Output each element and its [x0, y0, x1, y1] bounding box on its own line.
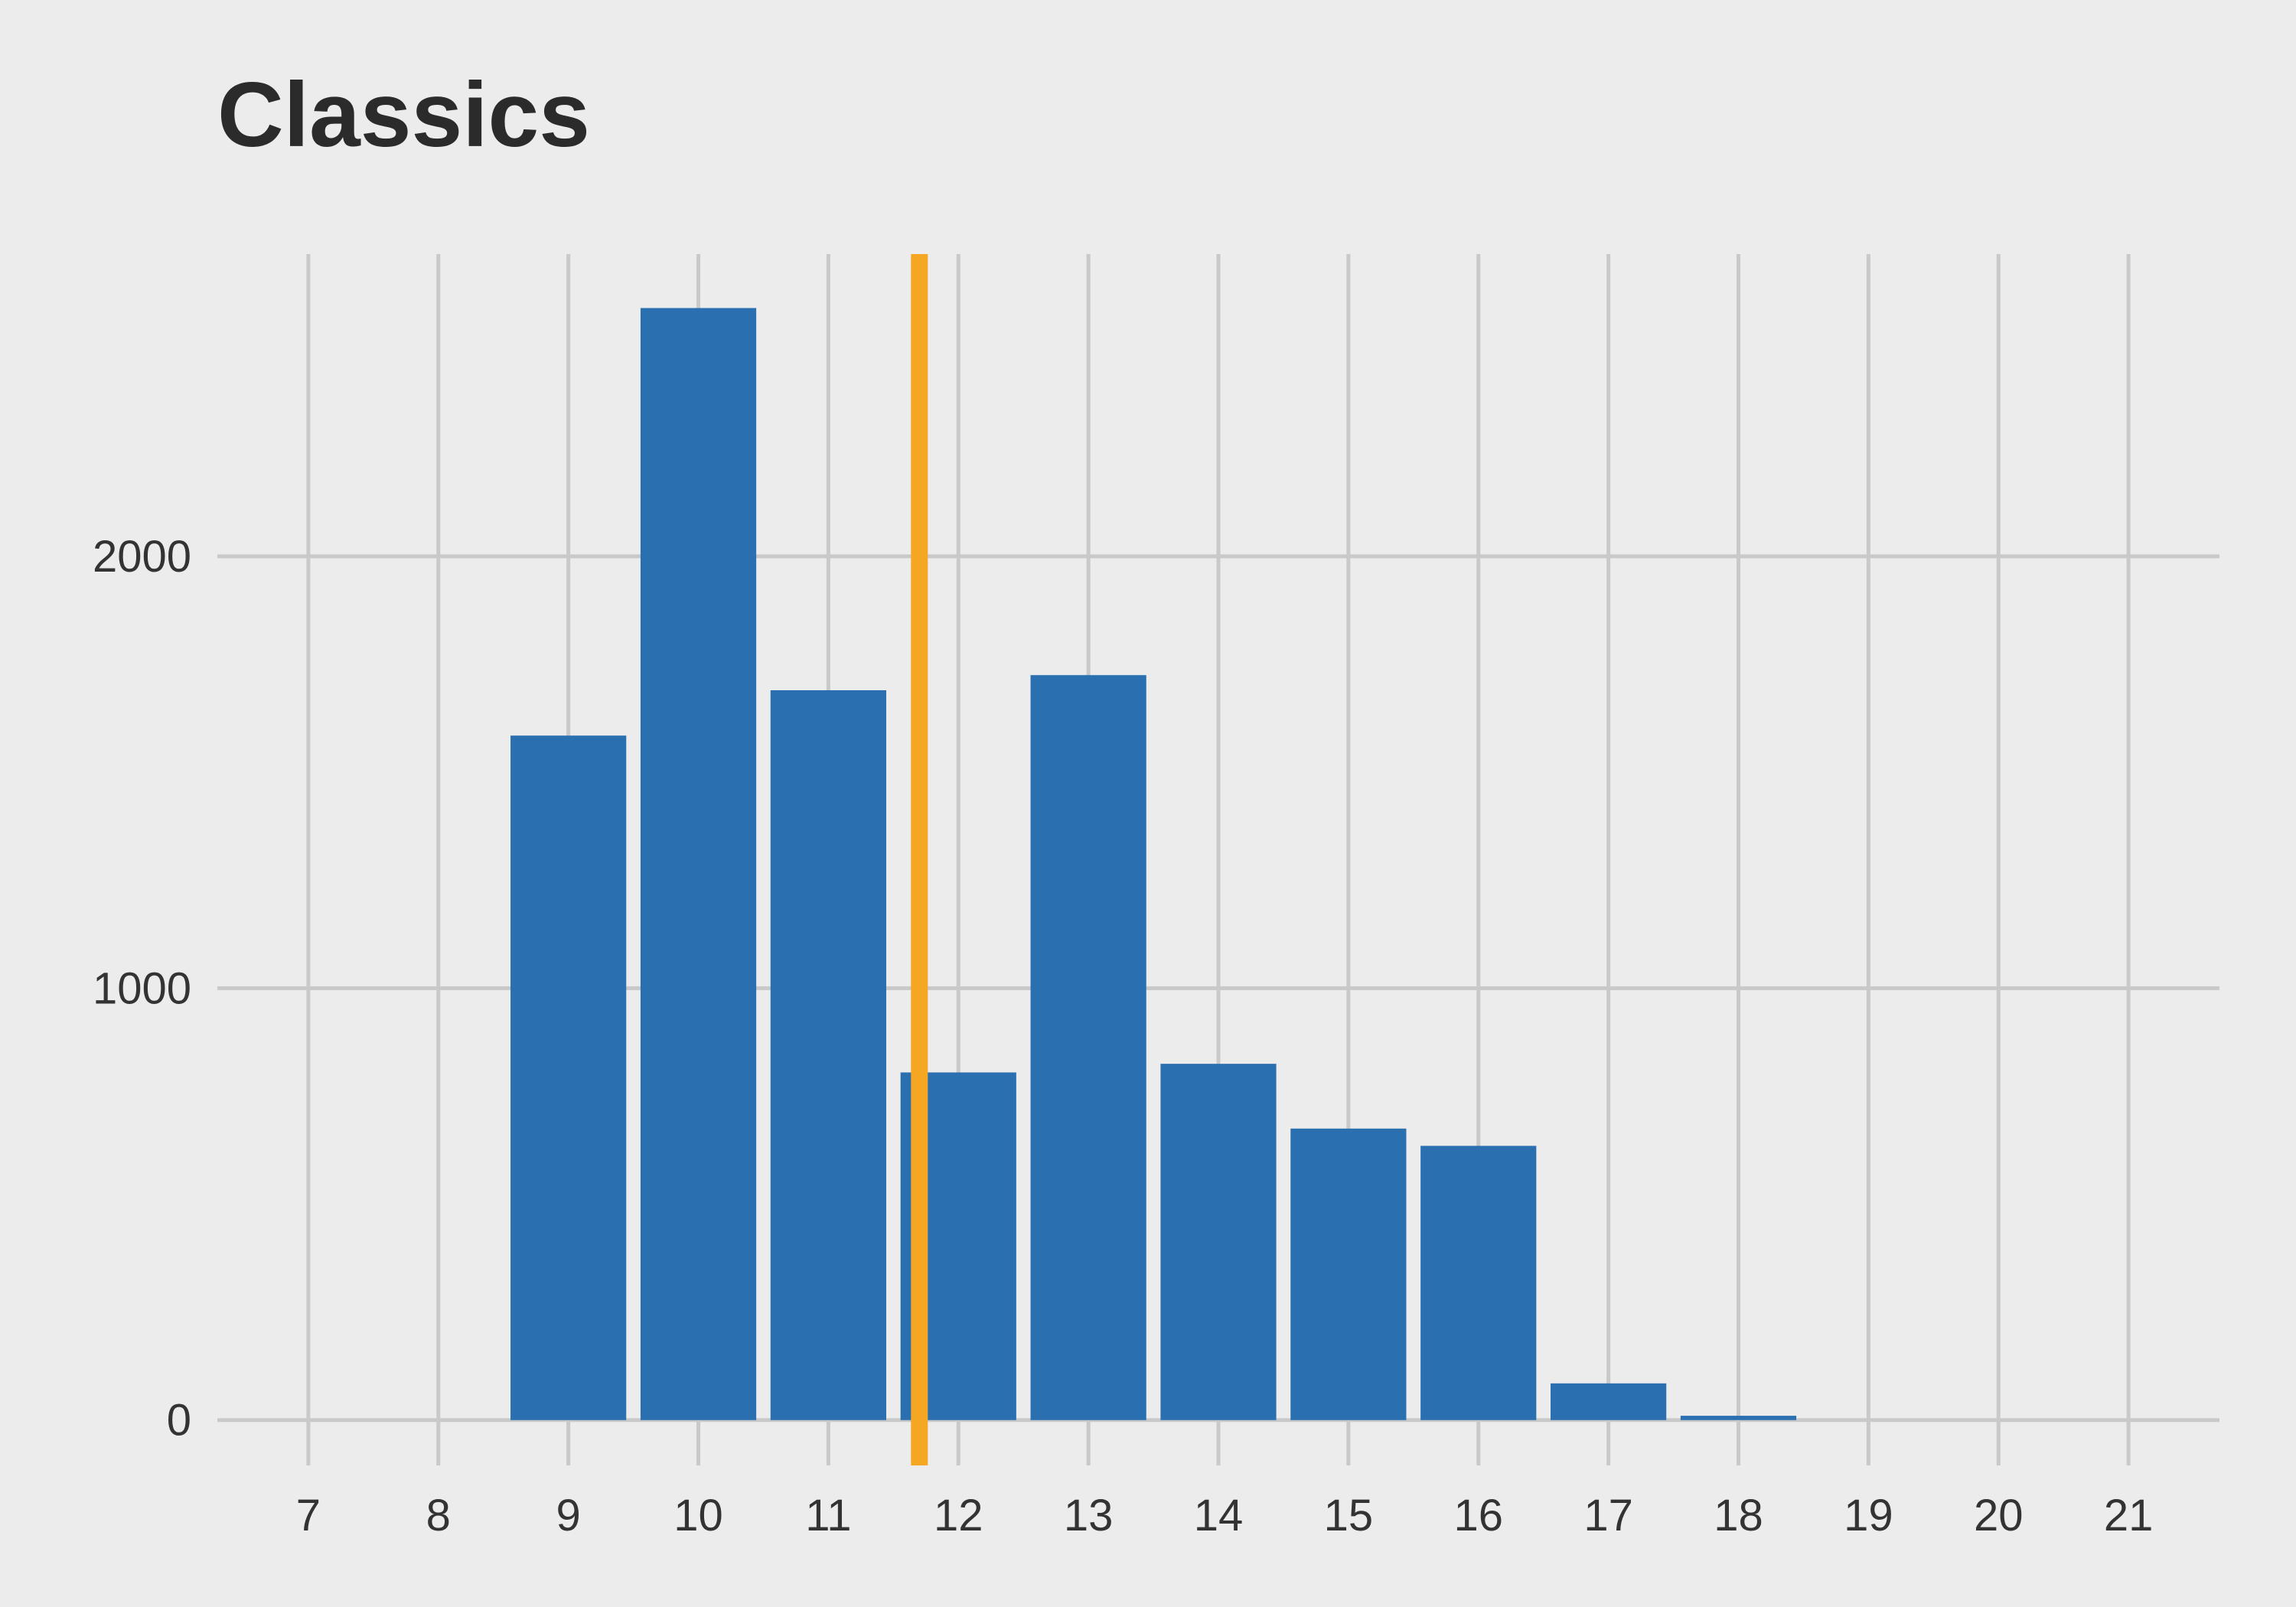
x-tick-label: 12: [934, 1491, 983, 1540]
x-tick-label: 20: [1974, 1491, 2024, 1540]
bar-11: [770, 689, 886, 1420]
bar-16: [1420, 1146, 1537, 1420]
x-tick-label: 15: [1324, 1491, 1374, 1540]
reference-line: [911, 254, 928, 1465]
chart-title: Classics: [217, 64, 591, 166]
x-tick-label: 8: [426, 1491, 451, 1540]
reference-line-layer: [911, 254, 928, 1465]
bar-10: [640, 308, 757, 1420]
y-axis-tick-labels: 0 1000 2000: [93, 532, 191, 1446]
x-axis-tick-labels: 7 8 9 10 11 12 13 14 15 16 17 18 19 20 21: [296, 1491, 2154, 1540]
bars: [510, 308, 1797, 1420]
bar-13: [1030, 675, 1146, 1420]
x-tick-label: 16: [1453, 1491, 1503, 1540]
x-tick-label: 9: [556, 1491, 581, 1540]
bar-9: [510, 735, 627, 1420]
bar-14: [1160, 1064, 1277, 1420]
x-tick-label: 10: [673, 1491, 723, 1540]
x-tick-label: 7: [296, 1491, 321, 1540]
x-tick-label: 11: [805, 1491, 851, 1540]
x-tick-label: 21: [2104, 1491, 2154, 1540]
y-tick-label: 0: [167, 1396, 191, 1446]
x-tick-label: 19: [1844, 1491, 1893, 1540]
y-tick-label: 1000: [93, 963, 191, 1013]
bar-17: [1551, 1383, 1667, 1420]
x-tick-label: 13: [1064, 1491, 1114, 1540]
bar-15: [1290, 1128, 1407, 1420]
x-tick-label: 14: [1194, 1491, 1244, 1540]
y-tick-label: 2000: [93, 532, 191, 582]
x-tick-label: 18: [1714, 1491, 1763, 1540]
x-tick-label: 17: [1583, 1491, 1633, 1540]
bar-18: [1680, 1416, 1797, 1420]
